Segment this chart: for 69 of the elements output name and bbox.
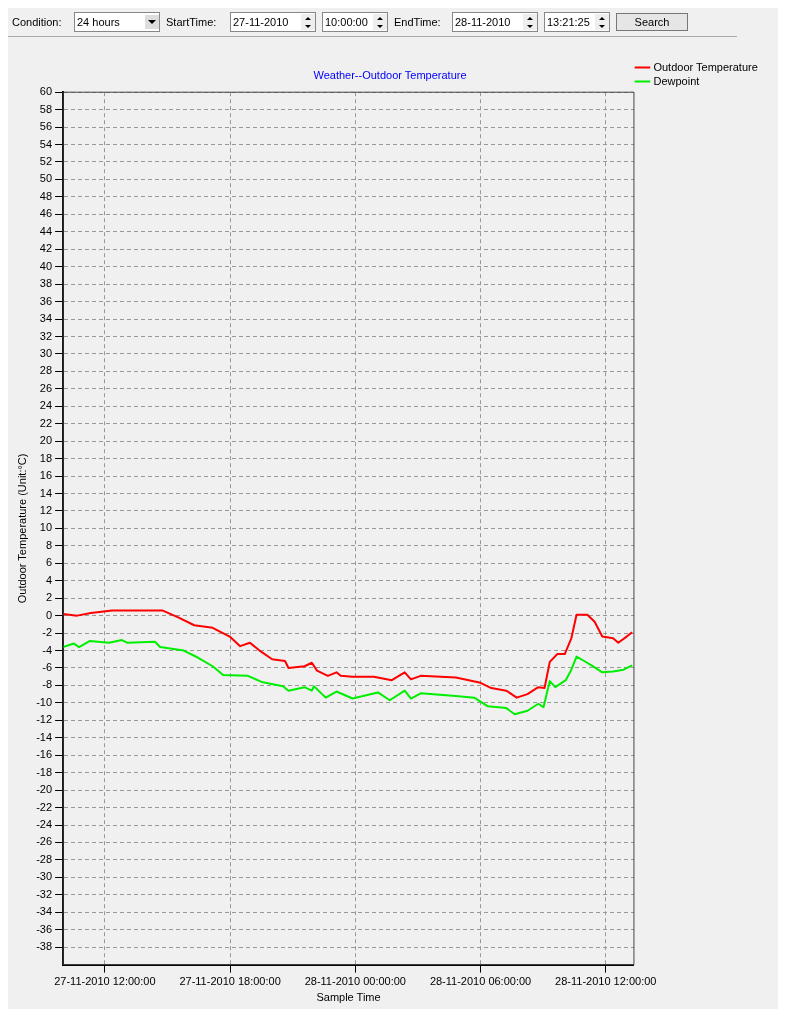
text: 28-11-2010 [454, 16, 511, 28]
y-tick-label: 54 [39, 137, 53, 150]
y-tick-label: 52 [39, 155, 53, 168]
y-tick-label: -26 [36, 835, 53, 848]
y-tick-label: -6 [42, 661, 53, 674]
y-tick-label: 34 [39, 312, 53, 325]
y-tick-label: 44 [39, 224, 53, 237]
text: 27-11-2010 [232, 16, 289, 28]
x-axis-title: Sample Time [316, 991, 381, 1004]
y-tick-label: -10 [36, 695, 53, 708]
y-tick-label: 16 [39, 469, 53, 482]
y-tick-label: 6 [45, 556, 53, 569]
y-tick-label: 58 [39, 102, 53, 115]
y-tick-label: -2 [42, 626, 53, 639]
y-tick-label: 38 [39, 277, 53, 290]
y-tick-label: 10 [39, 521, 53, 534]
text: StartTime: [166, 16, 218, 28]
y-tick-label: 18 [39, 451, 53, 464]
legend-label: Outdoor Temperature [653, 60, 758, 73]
text: 10:00:00 [324, 16, 368, 28]
y-tick-label: -38 [36, 940, 53, 953]
y-tick-label: 8 [45, 538, 53, 551]
y-tick-label: 20 [39, 434, 53, 447]
x-tick-label: 28-11-2010 00:00:00 [304, 975, 406, 988]
y-tick-label: 42 [39, 242, 53, 255]
y-tick-label: -8 [42, 678, 53, 691]
y-tick-label: 50 [39, 172, 53, 185]
y-tick-label: 28 [39, 364, 53, 377]
y-tick-label: -22 [36, 800, 53, 813]
y-tick-label: 26 [39, 381, 53, 394]
y-tick-label: -32 [36, 887, 53, 900]
y-tick-label: 14 [39, 486, 53, 499]
y-tick-label: 4 [45, 573, 53, 586]
y-tick-label: -14 [36, 730, 53, 743]
y-tick-label: 60 [39, 85, 53, 98]
y-tick-label: -20 [36, 783, 53, 796]
y-axis-title: Outdoor Temperature (Unit:°C) [15, 453, 28, 604]
y-tick-label: -18 [36, 765, 53, 778]
y-tick-label: 32 [39, 329, 53, 342]
text: 13:21:25 [546, 16, 590, 28]
x-tick-label: 28-11-2010 06:00:00 [429, 975, 532, 988]
y-tick-label: 56 [39, 120, 53, 133]
y-tick-label: -30 [36, 870, 53, 883]
y-tick-label: -12 [36, 713, 53, 726]
y-tick-label: -24 [36, 818, 53, 831]
y-tick-label: 30 [39, 346, 53, 359]
y-tick-label: 46 [39, 207, 53, 220]
y-tick-label: 12 [39, 503, 53, 516]
y-tick-label: 24 [39, 399, 53, 412]
x-tick-label: 27-11-2010 18:00:00 [179, 975, 281, 988]
chart-title: Weather--Outdoor Temperature [313, 68, 467, 81]
y-tick-label: 22 [39, 416, 53, 429]
y-tick-label: -16 [36, 748, 53, 761]
y-tick-label: 0 [45, 608, 53, 621]
x-tick-label: 28-11-2010 12:00:00 [555, 975, 657, 988]
x-tick-label: 27-11-2010 12:00:00 [54, 975, 156, 988]
y-tick-label: 2 [45, 591, 53, 604]
text: 24 hours [76, 16, 120, 28]
y-tick-label: 40 [39, 259, 53, 272]
text: EndTime: [394, 16, 442, 28]
text: Search [616, 13, 688, 31]
y-tick-label: 36 [39, 294, 53, 307]
y-tick-label: -36 [36, 922, 53, 935]
text: Condition: [12, 16, 63, 28]
y-tick-label: -4 [42, 643, 53, 656]
y-tick-label: -28 [36, 852, 53, 865]
y-tick-label: 48 [39, 189, 53, 202]
y-tick-label: -34 [36, 905, 53, 918]
legend-label: Dewpoint [653, 74, 700, 87]
